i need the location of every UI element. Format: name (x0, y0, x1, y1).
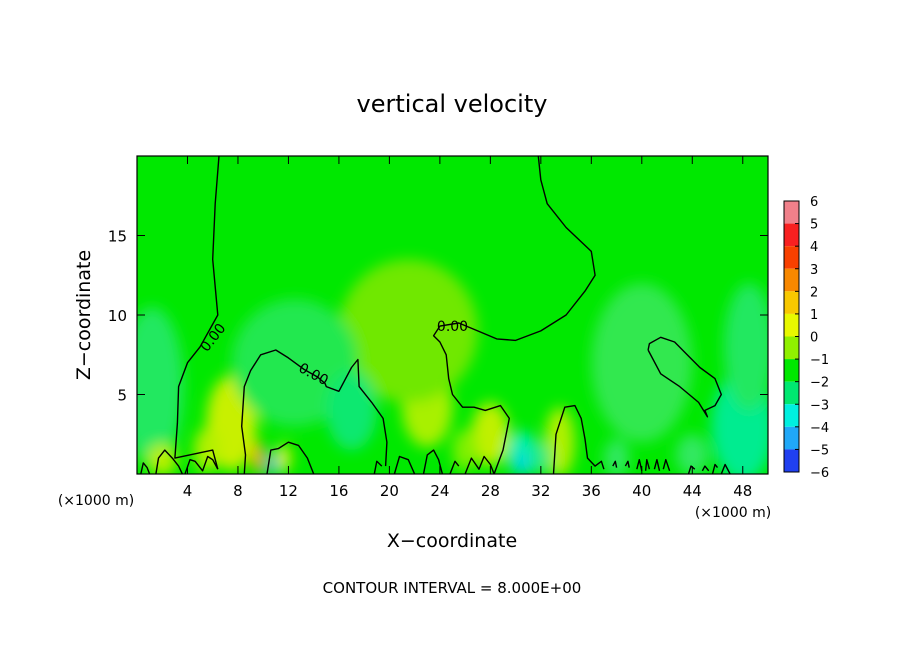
colorbar-swatch-9 (784, 404, 799, 427)
colorbar-label-11: −5 (810, 443, 829, 458)
contour-label-2: 0.00 (437, 319, 468, 335)
colorbar-swatch-2 (784, 246, 799, 269)
colorbar-label-5: 1 (810, 308, 818, 323)
x-unit-left: (×1000 m) (58, 493, 134, 509)
contour-lines (140, 156, 731, 474)
contour-line-0 (140, 462, 151, 474)
heat-blob-18 (193, 427, 220, 473)
colorbar-swatch-10 (784, 426, 799, 450)
heat-blob-13 (326, 370, 377, 451)
contour-line-10 (432, 156, 596, 474)
contour-line-1 (155, 449, 184, 474)
x-tick-label-28: 28 (481, 482, 500, 500)
contour-line-13 (624, 460, 630, 468)
contour-line-15 (644, 459, 651, 471)
y-tick-label-10: 10 (108, 307, 127, 325)
colorbar-label-1: 5 (810, 218, 818, 233)
contour-line-11 (552, 404, 605, 474)
heat-blob-5 (338, 259, 478, 403)
x-tick-label-12: 12 (279, 482, 298, 500)
contour-line-7 (393, 455, 416, 474)
contour-interval-note: CONTOUR INTERVAL = 8.000E+00 (323, 579, 582, 597)
x-tick-label-4: 4 (183, 482, 193, 500)
x-tick-label-8: 8 (233, 482, 243, 500)
contour-line-6 (373, 460, 383, 474)
colorbar-swatch-8 (784, 381, 799, 405)
colorbar-swatch-4 (784, 291, 799, 314)
colorbar-label-9: −3 (810, 398, 829, 413)
contour-line-8 (422, 449, 444, 474)
x-axis-label: X−coordinate (387, 530, 517, 552)
y-axis-label: Z−coordinate (73, 250, 95, 380)
contour-line-3 (174, 156, 220, 470)
contour-line-21 (720, 463, 731, 474)
contour-line-9 (449, 460, 460, 474)
heat-blob-20 (530, 442, 551, 474)
colorbar-label-0: 6 (810, 195, 818, 210)
contour-line-12 (612, 460, 618, 468)
heat-blob-22 (675, 434, 709, 474)
contour-line-2 (184, 455, 219, 474)
contour-line-18 (687, 465, 696, 474)
x-tick-label-48: 48 (733, 482, 752, 500)
colorbar-swatch-1 (784, 223, 799, 247)
colorbar-label-2: 4 (810, 240, 818, 255)
colorbar: 6 5 4 3 2 1 0 −1 −2 −3 −4 −5 −6 (783, 195, 829, 481)
x-axis: 4 8 12 16 20 24 28 32 36 40 44 48 (183, 156, 752, 500)
contour-line-19 (701, 465, 710, 472)
plot-area: 0.000.000.00 (136, 155, 769, 475)
colorbar-label-3: 3 (810, 263, 818, 278)
colorbar-label-12: −6 (810, 466, 829, 481)
x-tick-label-32: 32 (531, 482, 550, 500)
x-tick-label-20: 20 (380, 482, 399, 500)
y-axis: 5 10 15 (108, 228, 768, 405)
heat-blob-2 (251, 442, 265, 474)
contour-line-5 (266, 441, 315, 474)
x-tick-label-40: 40 (632, 482, 651, 500)
heat-blob-17 (147, 443, 178, 474)
colorbar-label-10: −4 (810, 421, 829, 436)
contour-line-16 (653, 459, 661, 471)
colorbar-swatch-11 (784, 449, 799, 472)
chart-title: vertical velocity (357, 90, 548, 118)
colorbar-swatch-7 (784, 359, 799, 382)
contour-line-17 (662, 459, 671, 472)
contour-line-20 (711, 463, 719, 474)
colorbar-label-4: 2 (810, 285, 818, 300)
heat-blob-14 (506, 431, 538, 474)
colorbar-swatch-0 (784, 201, 799, 224)
heat-blob-21 (603, 439, 630, 474)
heat-blob-9 (137, 307, 184, 467)
heat-blob-15 (516, 454, 527, 474)
contour-line-22 (647, 336, 722, 418)
x-tick-label-16: 16 (329, 482, 348, 500)
colorbar-swatch-6 (784, 336, 799, 360)
colorbar-label-8: −2 (810, 376, 829, 391)
x-unit-right: (×1000 m) (695, 505, 771, 521)
heat-blob-6 (471, 402, 510, 467)
y-tick-label-5: 5 (117, 387, 127, 405)
colorbar-label-7: −1 (810, 353, 829, 368)
colorbar-label-6: 0 (810, 331, 818, 346)
x-tick-label-36: 36 (582, 482, 601, 500)
y-tick-label-15: 15 (108, 228, 127, 246)
heat-blob-11 (723, 283, 768, 411)
heat-blob-3 (275, 443, 291, 473)
heat-blob-19 (452, 429, 478, 471)
contour-line-14 (636, 459, 643, 471)
x-tick-label-24: 24 (430, 482, 449, 500)
x-tick-label-44: 44 (683, 482, 702, 500)
heat-blob-7 (544, 407, 575, 474)
heat-blob-12 (591, 283, 693, 443)
colorbar-swatch-3 (784, 268, 799, 292)
contour-line-4 (241, 349, 388, 474)
colorbar-swatch-5 (784, 313, 799, 337)
